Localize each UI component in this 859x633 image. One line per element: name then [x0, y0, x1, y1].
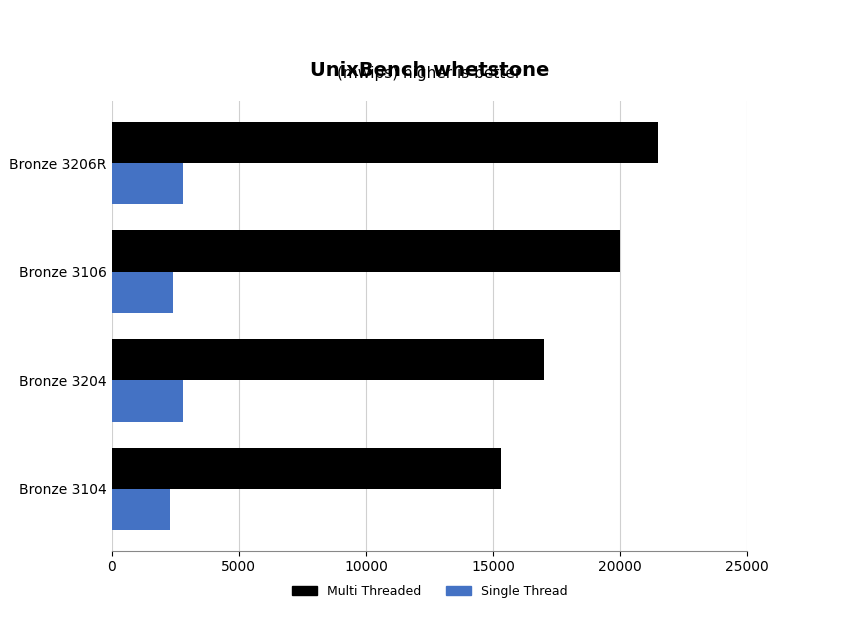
Bar	[112, 448, 501, 489]
Bar	[112, 230, 620, 272]
Bar	[112, 380, 183, 422]
Bar	[112, 339, 544, 380]
Legend: Multi Threaded, Single Thread: Multi Threaded, Single Thread	[287, 580, 572, 603]
Title: UnixBench whetstone: UnixBench whetstone	[310, 61, 549, 80]
Bar	[112, 122, 658, 163]
Bar	[112, 489, 170, 530]
Text: (mwips) higher is better: (mwips) higher is better	[338, 66, 521, 82]
Bar	[112, 163, 183, 204]
Bar	[112, 272, 173, 313]
